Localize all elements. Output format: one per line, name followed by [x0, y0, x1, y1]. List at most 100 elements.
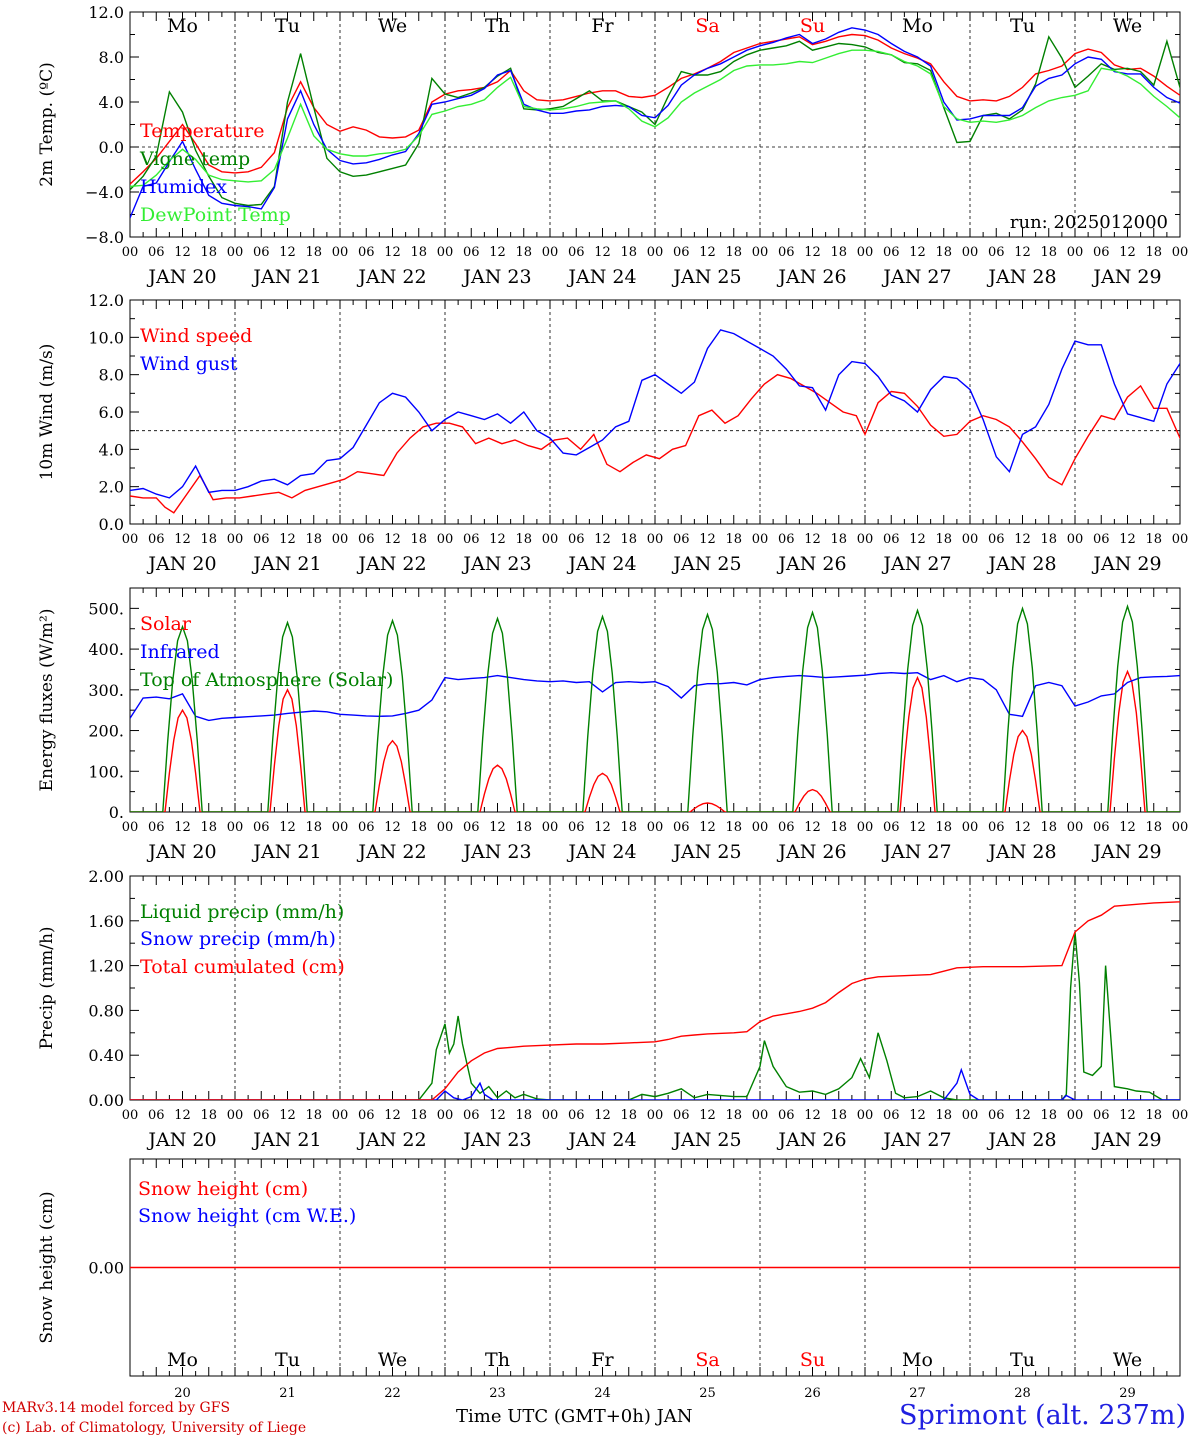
weekday-label: We	[1113, 15, 1142, 37]
hour-label: 00	[1067, 820, 1084, 835]
hour-label: 12	[279, 1108, 296, 1123]
hour-label: 06	[253, 532, 270, 547]
series-line-wind-speed	[130, 373, 1180, 514]
hour-label: 12	[909, 820, 926, 835]
date-label: JAN 22	[356, 553, 426, 575]
hour-label: 18	[1145, 245, 1162, 260]
hour-label: 06	[673, 532, 690, 547]
date-label: JAN 23	[461, 266, 531, 288]
weekday-label: Mo	[167, 15, 198, 37]
series-line-total-cumulated-cm-	[130, 901, 1180, 1100]
hour-label: 12	[489, 532, 506, 547]
hour-label: 00	[857, 245, 874, 260]
series-line-liquid-precip-mm-h-	[130, 931, 1180, 1100]
hour-label: 18	[305, 820, 322, 835]
hour-label: 00	[1172, 1108, 1189, 1123]
station-name: Sprimont (alt. 237m)	[899, 1400, 1186, 1431]
hour-label: 06	[253, 820, 270, 835]
hour-label: 12	[699, 245, 716, 260]
date-label: JAN 21	[251, 266, 321, 288]
date-label: JAN 24	[566, 1129, 636, 1151]
hour-label: 18	[725, 245, 742, 260]
hour-label: 18	[410, 532, 427, 547]
hour-label: 00	[962, 245, 979, 260]
hour-label: 00	[1172, 532, 1189, 547]
legend-entry: Snow precip (mm/h)	[140, 928, 336, 950]
hour-label: 18	[725, 532, 742, 547]
lab-credit: (c) Lab. of Climatology, University of L…	[2, 1420, 307, 1436]
hour-label: 12	[279, 245, 296, 260]
hour-label: 18	[1040, 1108, 1057, 1123]
hour-label: 12	[384, 245, 401, 260]
hour-label: 12	[1119, 532, 1136, 547]
date-label: JAN 24	[566, 841, 636, 863]
hour-label: 06	[883, 820, 900, 835]
hour-label: 12	[699, 820, 716, 835]
hour-label: 06	[148, 820, 165, 835]
hour-label: 06	[463, 245, 480, 260]
hour-label: 18	[935, 245, 952, 260]
hour-label: 12	[174, 532, 191, 547]
date-label: JAN 27	[881, 553, 951, 575]
hour-label: 12	[594, 245, 611, 260]
weekday-label: We	[1113, 1349, 1142, 1371]
hour-label: 18	[200, 245, 217, 260]
date-label: JAN 21	[251, 841, 321, 863]
date-label: JAN 22	[356, 841, 426, 863]
hour-label: 06	[778, 820, 795, 835]
hour-label: 12	[174, 245, 191, 260]
hour-label: 12	[804, 245, 821, 260]
hour-label: 00	[1172, 245, 1189, 260]
y-tick-label: 1.20	[88, 957, 124, 976]
hour-label: 18	[515, 245, 532, 260]
legend-entry: Top of Atmosphere (Solar)	[140, 669, 393, 691]
series-line-dewpoint-temp	[130, 49, 1180, 188]
day-number: 21	[279, 1386, 296, 1401]
y-tick-label: 0.80	[88, 1001, 124, 1020]
y-tick-label: 400.	[88, 640, 124, 659]
run-label: run: 2025012000	[1010, 212, 1168, 233]
weekday-label: Su	[800, 1349, 825, 1371]
day-number: 26	[804, 1386, 821, 1401]
y-axis-title: 2m Temp. (ºC)	[37, 62, 57, 187]
date-label: JAN 25	[671, 1129, 741, 1151]
day-number: 23	[489, 1386, 506, 1401]
weekday-label: Mo	[167, 1349, 198, 1371]
date-label: JAN 22	[356, 1129, 426, 1151]
hour-label: 06	[778, 245, 795, 260]
hour-label: 18	[200, 532, 217, 547]
hour-label: 00	[122, 1108, 139, 1123]
hour-label: 00	[962, 820, 979, 835]
legend-entry: Vigne temp	[139, 148, 250, 170]
hour-label: 12	[699, 1108, 716, 1123]
hour-label: 12	[174, 1108, 191, 1123]
series-line-snow-precip-mm-h-	[130, 1067, 1180, 1100]
series-line-infrared	[130, 671, 1180, 722]
y-tick-label: 6.0	[99, 403, 124, 422]
hour-label: 00	[227, 245, 244, 260]
hour-label: 18	[305, 1108, 322, 1123]
hour-label: 12	[489, 1108, 506, 1123]
hour-label: 12	[594, 820, 611, 835]
y-tick-label: −8.0	[85, 228, 124, 247]
hour-label: 06	[1093, 532, 1110, 547]
legend-entry: Total cumulated (cm)	[140, 956, 345, 978]
hour-label: 12	[279, 820, 296, 835]
legend-entry: Snow height (cm)	[138, 1178, 308, 1200]
date-label: JAN 24	[566, 553, 636, 575]
hour-label: 18	[725, 820, 742, 835]
hour-label: 18	[830, 1108, 847, 1123]
day-number: 29	[1119, 1386, 1136, 1401]
hour-label: 06	[463, 532, 480, 547]
weekday-label: Mo	[902, 15, 933, 37]
hour-label: 00	[542, 820, 559, 835]
date-label: JAN 27	[881, 1129, 951, 1151]
hour-label: 06	[463, 1108, 480, 1123]
date-label: JAN 24	[566, 266, 636, 288]
hour-label: 18	[830, 820, 847, 835]
weekday-label: Sa	[695, 1349, 719, 1371]
hour-label: 12	[489, 245, 506, 260]
hour-label: 00	[1067, 1108, 1084, 1123]
hour-label: 00	[332, 1108, 349, 1123]
y-tick-label: 0.0	[99, 515, 124, 534]
